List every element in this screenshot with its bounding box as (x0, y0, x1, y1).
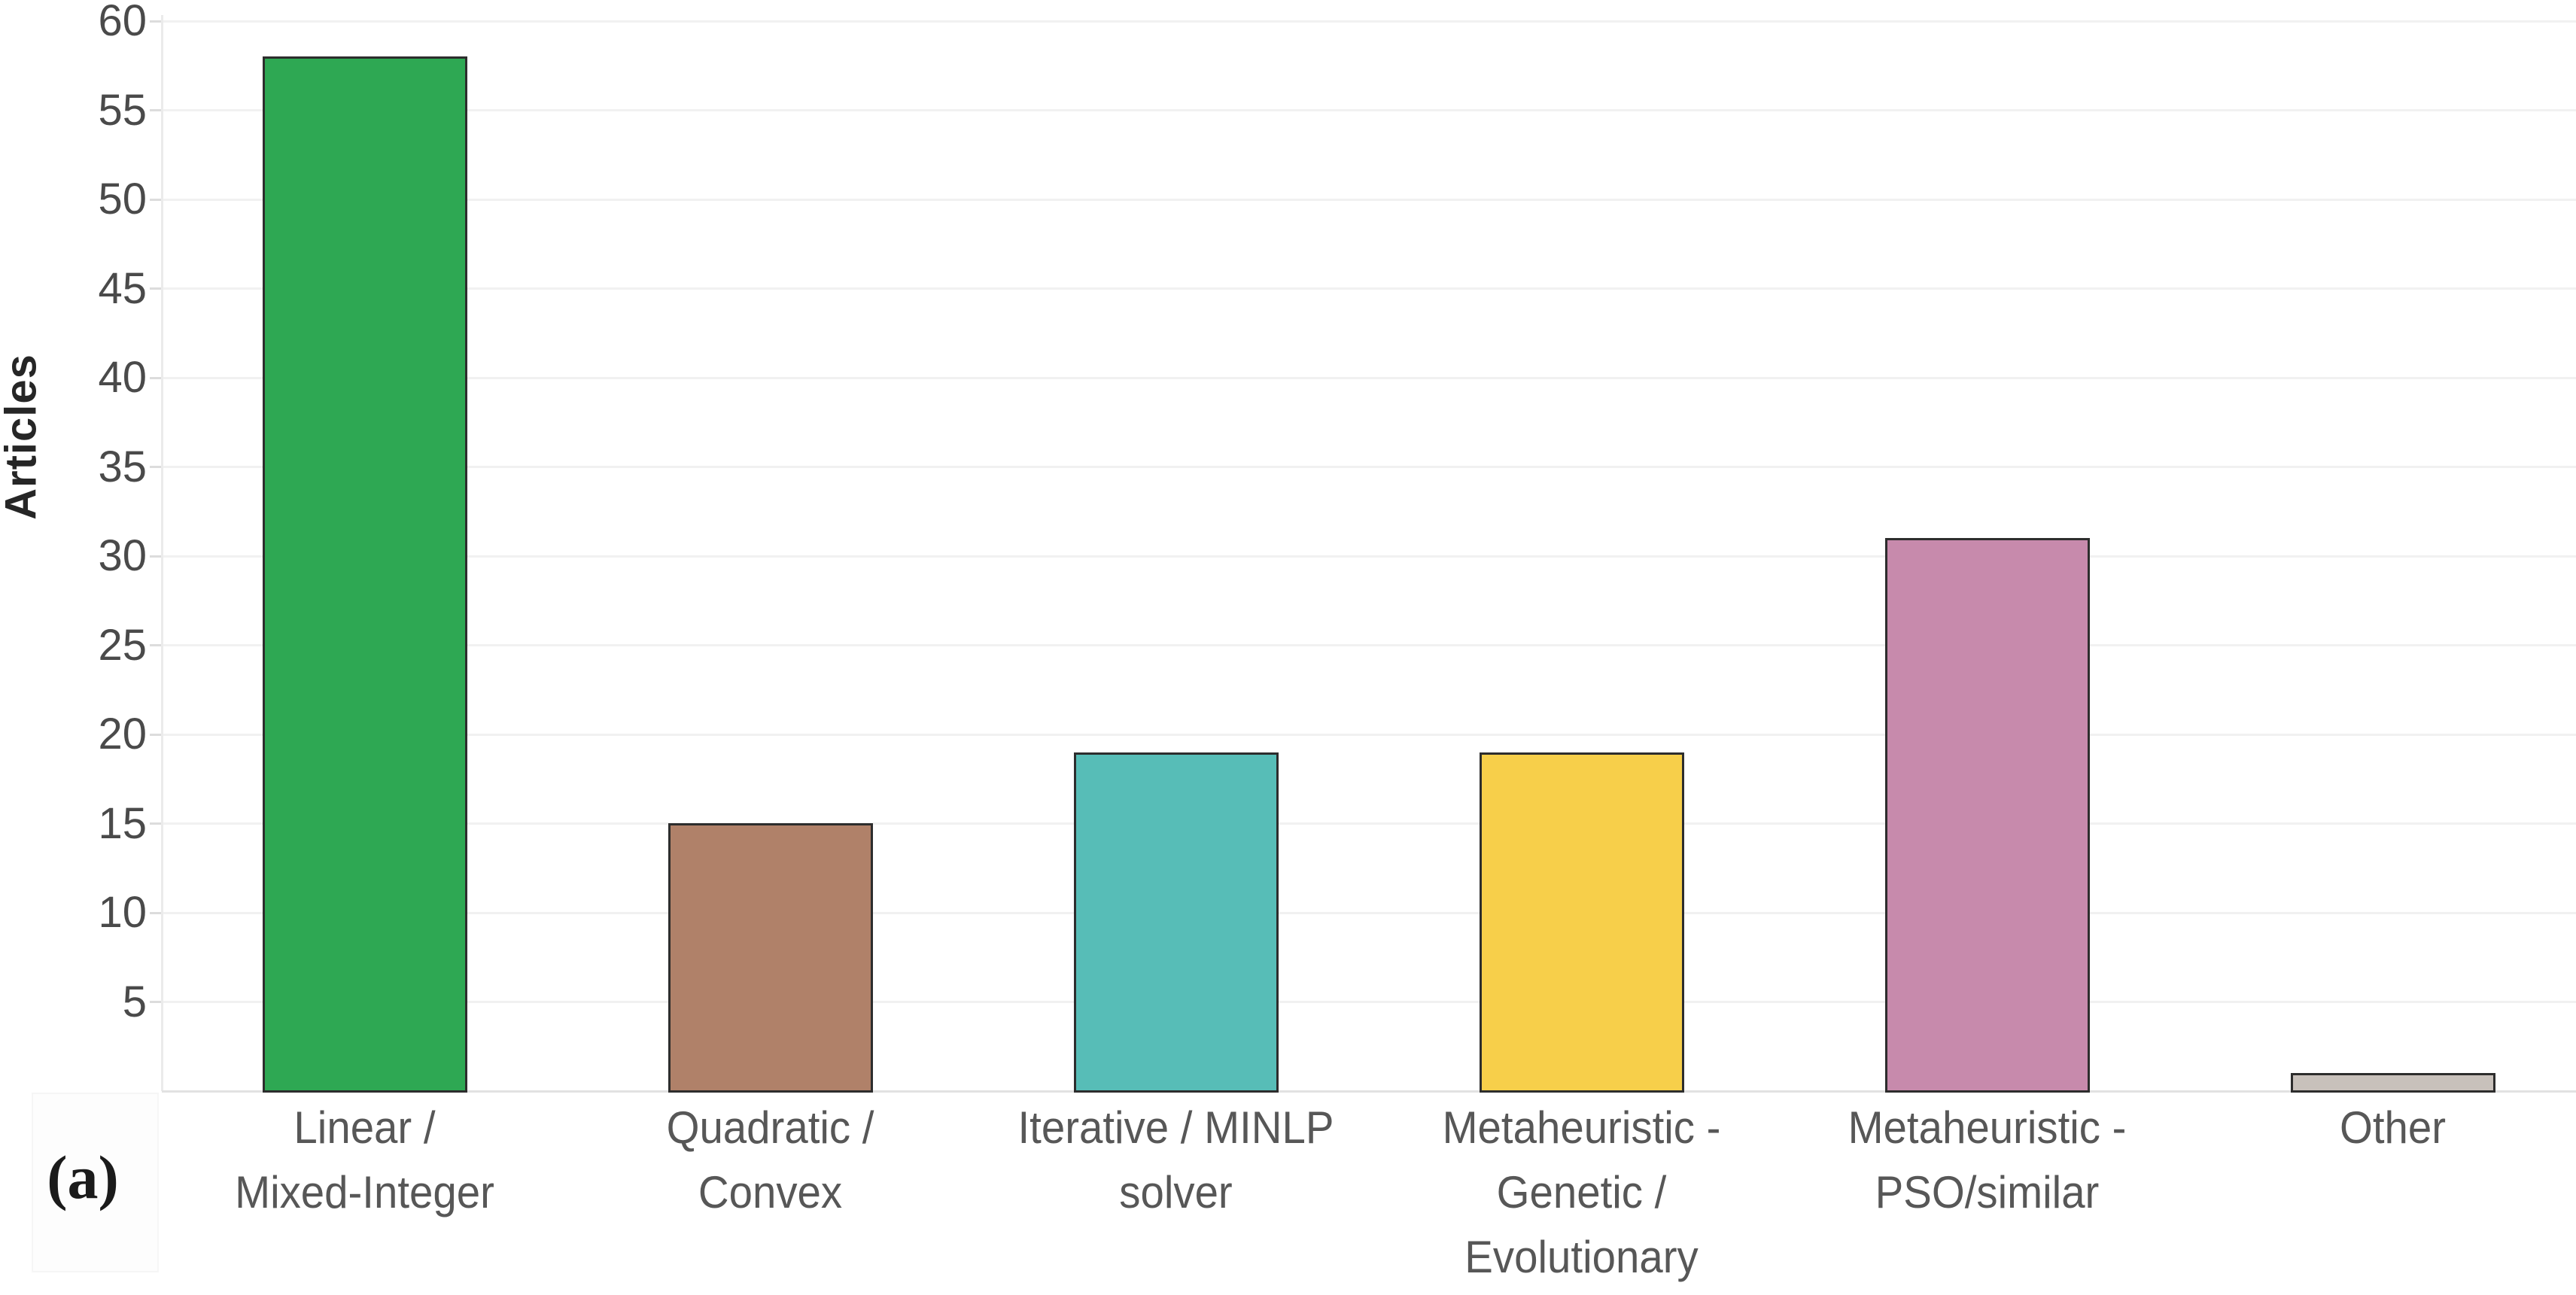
y-tick-label: 10 (98, 888, 147, 937)
x-category-label-line: Convex (698, 1167, 843, 1217)
bar-metaheuristic-pso-similar (1885, 538, 2090, 1093)
bar-iterative-minlp-solver (1074, 752, 1279, 1093)
y-tick-mark (150, 198, 162, 201)
y-tick-mark (150, 466, 162, 468)
y-tick-mark (150, 733, 162, 736)
x-category-label-line: Iterative / MINLP (1017, 1102, 1334, 1153)
gridline (162, 555, 2576, 558)
gridline (162, 822, 2576, 825)
gridline (162, 198, 2576, 201)
x-axis-line (162, 1090, 2576, 1093)
gridline (162, 1001, 2576, 1003)
x-category-label-line: Evolutionary (1464, 1232, 1699, 1282)
x-category-label-quadratic-convex: Quadratic / Convex (579, 1096, 961, 1225)
y-tick-label: 15 (98, 798, 147, 848)
y-tick-mark (150, 822, 162, 825)
x-category-label-iterative-minlp-solver: Iterative / MINLP solver (985, 1096, 1367, 1225)
y-tick-mark (150, 555, 162, 558)
gridline (162, 466, 2576, 468)
y-tick-label: 55 (98, 85, 147, 135)
panel-label: (a) (47, 1143, 119, 1211)
y-tick-label: 50 (98, 175, 147, 223)
y-tick-label: 45 (98, 263, 147, 313)
bar-other (2291, 1073, 2495, 1093)
y-axis-line (161, 15, 163, 1091)
x-category-label-metaheuristic-genetic-evolutionary: Metaheuristic - Genetic / Evolutionary (1391, 1096, 1772, 1290)
y-tick-label: 60 (98, 0, 147, 45)
x-category-label-line: Metaheuristic - (1848, 1102, 2127, 1153)
y-tick-label: 40 (98, 353, 147, 402)
y-tick-mark (150, 911, 162, 914)
x-category-label-line: Genetic / (1496, 1167, 1667, 1217)
gridline (162, 733, 2576, 736)
x-category-label-metaheuristic-pso-similar: Metaheuristic - PSO/similar (1796, 1096, 2178, 1225)
y-tick-mark (150, 376, 162, 379)
y-tick-label: 30 (98, 531, 147, 580)
bar-linear-mixed-integer (263, 56, 467, 1093)
gridline (162, 20, 2576, 23)
y-tick-label: 25 (98, 620, 147, 670)
x-category-label-line: Other (2339, 1102, 2447, 1153)
gridline (162, 376, 2576, 379)
x-category-label-line: Quadratic / (666, 1102, 874, 1153)
y-tick-mark (150, 644, 162, 646)
panel-label-box (32, 1093, 159, 1272)
y-tick-label: 35 (98, 442, 147, 491)
gridline (162, 287, 2576, 290)
x-category-label-line: Linear / (293, 1102, 436, 1153)
y-tick-label: 5 (122, 977, 147, 1026)
bar-metaheuristic-genetic-evolutionary (1480, 752, 1684, 1093)
gridline (162, 911, 2576, 914)
x-category-label-line: solver (1119, 1167, 1233, 1217)
y-tick-mark (150, 20, 162, 23)
gridline (162, 644, 2576, 646)
gridline (162, 109, 2576, 111)
y-tick-mark (150, 109, 162, 111)
x-category-label-other: Other (2202, 1096, 2576, 1160)
x-category-label-linear-mixed-integer: Linear / Mixed-Integer (174, 1096, 555, 1225)
x-category-label-line: PSO/similar (1875, 1167, 2100, 1217)
y-tick-mark (150, 287, 162, 290)
y-tick-mark (150, 1001, 162, 1003)
x-category-label-line: Mixed-Integer (235, 1167, 494, 1217)
y-tick-label: 20 (98, 710, 147, 758)
x-category-label-line: Metaheuristic - (1442, 1102, 1721, 1153)
bar-quadratic-convex (668, 823, 873, 1093)
y-axis-title: Articles (0, 354, 46, 520)
